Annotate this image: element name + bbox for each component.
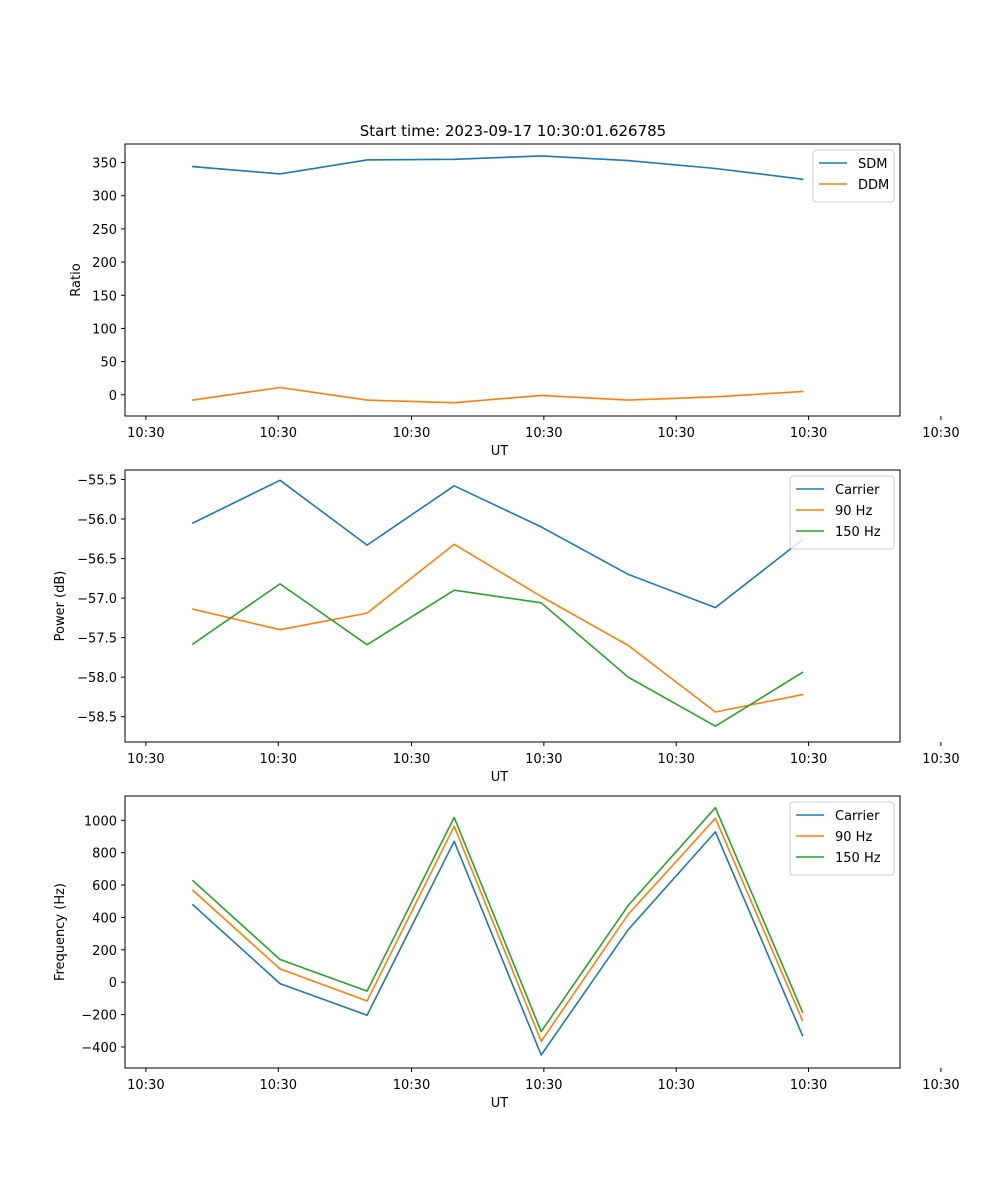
series-line-150-hz bbox=[191, 806, 804, 1033]
y-tick-label: 200 bbox=[92, 944, 117, 959]
y-tick-label: −58.0 bbox=[77, 671, 117, 686]
x-tick-label: 10:30 bbox=[922, 426, 959, 441]
y-tick-label: 150 bbox=[92, 289, 117, 304]
series-line-90-hz bbox=[191, 817, 804, 1043]
x-axis-label: UT bbox=[491, 770, 509, 785]
y-tick-label: −55.5 bbox=[77, 473, 117, 488]
x-tick-label: 10:30 bbox=[657, 752, 694, 767]
series-line-carrier bbox=[191, 479, 804, 609]
x-tick-label: 10:30 bbox=[260, 1078, 297, 1093]
x-tick-label: 10:30 bbox=[790, 426, 827, 441]
x-axis-label: UT bbox=[491, 444, 509, 459]
y-tick-label: −57.5 bbox=[77, 632, 117, 647]
x-tick-label: 10:30 bbox=[922, 1078, 959, 1093]
panels: 0 50 100 150 200 250 300 350 10:30 10:30 10:30 10:3… bbox=[53, 143, 960, 1111]
legend-label: DDM bbox=[858, 178, 889, 193]
series-line-90-hz bbox=[191, 543, 804, 713]
y-axis-label: Ratio bbox=[69, 263, 84, 296]
x-tick-label: 10:30 bbox=[525, 752, 562, 767]
y-tick-label: 400 bbox=[92, 911, 117, 926]
y-axis-label: Power (dB) bbox=[53, 571, 68, 642]
series-line-150-hz bbox=[191, 583, 804, 728]
y-axis-label: Frequency (Hz) bbox=[53, 883, 68, 981]
y-tick-label: −400 bbox=[81, 1041, 117, 1056]
x-tick-label: 10:30 bbox=[127, 1078, 164, 1093]
x-tick-label: 10:30 bbox=[525, 426, 562, 441]
y-tick-label: 0 bbox=[109, 389, 117, 404]
legend: SDM DDM bbox=[812, 149, 895, 203]
legend-label: SDM bbox=[858, 157, 887, 172]
series-line-sdm bbox=[192, 155, 804, 181]
y-tick-label: 250 bbox=[92, 223, 117, 238]
y-tick-label: −58.5 bbox=[77, 711, 117, 726]
subplot-1: 0 50 100 150 200 250 300 350 10:30 10:30 10:30 10:3… bbox=[69, 143, 960, 459]
x-tick-label: 10:30 bbox=[657, 1078, 694, 1093]
y-tick-label: 50 bbox=[100, 356, 117, 371]
x-tick-label: 10:30 bbox=[393, 426, 430, 441]
y-tick-label: 800 bbox=[92, 847, 117, 862]
y-tick-label: 1000 bbox=[84, 814, 117, 829]
axes-frame bbox=[124, 469, 901, 743]
y-tick-label: −57.0 bbox=[77, 592, 117, 607]
x-tick-label: 10:30 bbox=[260, 752, 297, 767]
legend-label: 90 Hz bbox=[835, 830, 872, 845]
x-tick-label: 10:30 bbox=[393, 752, 430, 767]
legend-label: Carrier bbox=[835, 809, 880, 824]
y-tick-label: 0 bbox=[109, 976, 117, 991]
y-tick-label: −56.0 bbox=[77, 513, 117, 528]
series-line-ddm bbox=[191, 386, 804, 404]
y-tick-label: 600 bbox=[92, 879, 117, 894]
legend-label: 150 Hz bbox=[835, 525, 881, 540]
legend-label: Carrier bbox=[835, 483, 880, 498]
legend-label: 90 Hz bbox=[835, 504, 872, 519]
x-tick-label: 10:30 bbox=[127, 752, 164, 767]
y-tick-label: −56.5 bbox=[77, 553, 117, 568]
x-tick-label: 10:30 bbox=[657, 426, 694, 441]
x-tick-label: 10:30 bbox=[922, 752, 959, 767]
x-tick-label: 10:30 bbox=[790, 752, 827, 767]
y-tick-label: 350 bbox=[92, 157, 117, 172]
subplot-3: −400 −200 0 200 400 600 800 1000 10:30 10:30 10:30… bbox=[53, 795, 960, 1111]
legend: Carrier 90 Hz 150 Hz bbox=[789, 801, 895, 876]
y-tick-label: −200 bbox=[81, 1009, 117, 1024]
axes-frame bbox=[124, 143, 901, 417]
figure-title: Start time: 2023-09-17 10:30:01.626785 bbox=[360, 122, 666, 140]
x-tick-label: 10:30 bbox=[790, 1078, 827, 1093]
x-axis-label: UT bbox=[491, 1096, 509, 1111]
y-tick-label: 100 bbox=[92, 322, 117, 337]
y-tick-label: 200 bbox=[92, 256, 117, 271]
subplot-2: −58.5 −58.0 −57.5 −57.0 −56.5 −56.0 −55.5 10:30… bbox=[53, 469, 960, 785]
axes-frame bbox=[124, 795, 901, 1069]
y-tick-label: 300 bbox=[92, 190, 117, 205]
series-line-carrier bbox=[191, 831, 804, 1056]
legend-label: 150 Hz bbox=[835, 851, 881, 866]
legend: Carrier 90 Hz 150 Hz bbox=[789, 475, 895, 550]
x-tick-label: 10:30 bbox=[127, 426, 164, 441]
x-tick-label: 10:30 bbox=[525, 1078, 562, 1093]
x-tick-label: 10:30 bbox=[393, 1078, 430, 1093]
x-tick-label: 10:30 bbox=[260, 426, 297, 441]
